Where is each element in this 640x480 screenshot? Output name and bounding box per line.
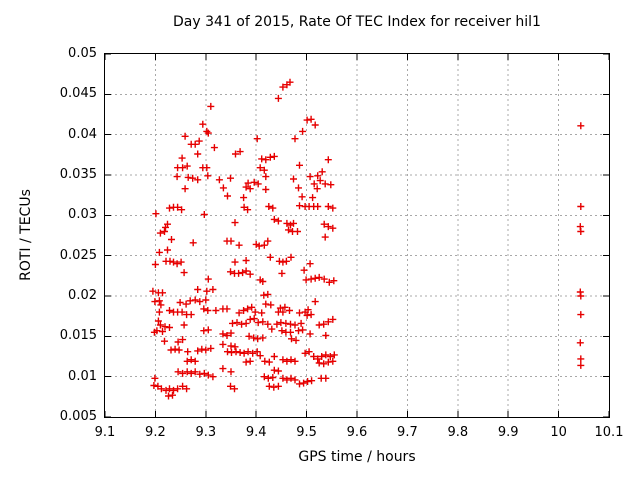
x-tick-label: 9.1 (94, 425, 116, 440)
y-tick-label: 0.005 (59, 409, 97, 424)
y-tick-label: 0.04 (68, 126, 97, 142)
x-tick-label: 9.4 (245, 425, 267, 440)
x-tick-label: 9.7 (397, 425, 418, 440)
y-tick-label: 0.01 (68, 368, 97, 384)
x-tick-label: 9.8 (447, 425, 469, 440)
y-axis-title: ROTI / TECUs (18, 189, 34, 281)
y-tick-label: 0.035 (59, 167, 97, 182)
x-tick-label: 10.1 (594, 425, 624, 440)
x-axis-title: GPS time / hours (298, 449, 416, 465)
x-tick-label: 9.3 (195, 425, 217, 440)
plot-area (104, 53, 610, 418)
y-tick-label: 0.02 (68, 288, 97, 303)
x-tick-label: 9.9 (497, 425, 519, 440)
y-tick-label: 0.015 (59, 328, 97, 344)
x-tick-label: 9.2 (145, 425, 166, 440)
x-tick-label: 9.5 (296, 425, 317, 440)
y-tick-label: 0.05 (68, 46, 97, 61)
chart-title: Day 341 of 2015, Rate Of TEC Index for r… (173, 14, 541, 30)
data-points (149, 78, 585, 400)
y-tick-label: 0.025 (59, 247, 97, 263)
y-tick-label: 0.045 (59, 86, 97, 102)
y-tick-label: 0.03 (68, 207, 97, 223)
x-tick-label: 10 (550, 425, 567, 440)
scatter-plot-svg (105, 54, 609, 417)
x-tick-label: 9.6 (346, 425, 368, 440)
